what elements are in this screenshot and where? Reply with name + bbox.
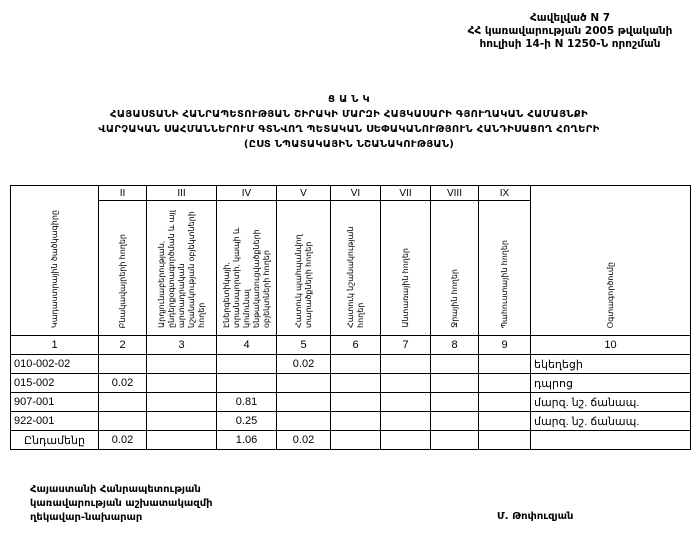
area-cell — [98, 411, 147, 431]
title-line: ՀԱՅԱՍՏԱՆԻ ՀԱՆՐԱՊԵՏՈՒԹՅԱՆ ՇԻՐԱԿԻ ՄԱՐԶԻ ՀԱ… — [110, 109, 588, 120]
area-cell: 0.02 — [98, 373, 147, 393]
area-cell — [146, 373, 217, 393]
table-row: 907-001 0.81 մարզ. նշ. ճանապ. — [10, 392, 691, 412]
column-header: Բնակավայրերի հողեր — [98, 200, 147, 336]
header-line: ՀՀ կառավարության 2005 թվականի — [467, 25, 673, 37]
roman-numeral: VI — [330, 185, 381, 201]
area-cell: 0.81 — [216, 392, 277, 412]
area-cell — [478, 392, 531, 412]
area-cell — [146, 430, 217, 450]
column-header: Պահուստային հողեր — [478, 200, 531, 336]
signatory-line: ղեկավար-նախարար — [30, 512, 143, 523]
area-cell — [478, 411, 531, 431]
column-header: Օգտագործումը — [530, 185, 691, 336]
area-cell — [430, 373, 479, 393]
land-table: Կադաստրային ծածկագիրը II III IV V VI VII VIII IX… — [10, 185, 691, 450]
signatory-title: Հայաստանի Հանրապետության կառավարության ա… — [30, 483, 213, 525]
area-cell: 0.02 — [276, 354, 331, 374]
column-number: 6 — [330, 335, 381, 355]
column-header: Ջրային հողեր — [430, 200, 479, 336]
area-cell — [146, 411, 217, 431]
area-cell — [430, 430, 479, 450]
area-cell: 0.02 — [276, 430, 331, 450]
header-line: հուլիսի 14-ի N 1250-Ն որոշման — [479, 38, 661, 50]
title-line: (ԸՍՏ ՆՊԱՏԱԿԱՅԻՆ ՆՇԱՆԱԿՈՒԹՅԱՆ) — [243, 139, 455, 150]
area-cell — [98, 354, 147, 374]
signatory-line: Հայաստանի Հանրապետության — [30, 484, 201, 495]
column-header: Հատուկ նշանակության հողեր — [330, 200, 381, 336]
cadastral-code: 922-001 — [10, 411, 99, 431]
area-cell: 0.25 — [216, 411, 277, 431]
column-header: Էներգետիկայի, տրանսպորտի, կապի և կոմունա… — [216, 200, 277, 336]
area-cell — [430, 411, 479, 431]
area-cell — [478, 373, 531, 393]
column-number: 4 — [216, 335, 277, 355]
area-cell — [330, 430, 381, 450]
area-cell: 1.06 — [216, 430, 277, 450]
land-use: մարզ. նշ. ճանապ. — [530, 411, 691, 431]
signatory-line: կառավարության աշխատակազմի — [30, 498, 213, 509]
table-row: 015-002 0.02 դպրոց — [10, 373, 691, 393]
roman-numeral: IV — [216, 185, 277, 201]
area-cell — [330, 392, 381, 412]
area-cell — [276, 373, 331, 393]
area-cell — [146, 392, 217, 412]
appendix-header: Հավելված N 7 ՀՀ կառավարության 2005 թվակա… — [455, 12, 685, 51]
area-cell — [380, 411, 431, 431]
land-use: մարզ. նշ. ճանապ. — [530, 392, 691, 412]
cadastral-code: 015-002 — [10, 373, 99, 393]
area-cell — [380, 392, 431, 412]
roman-numeral: IX — [478, 185, 531, 201]
table-row: Ընդամենը 0.02 1.06 0.02 — [10, 430, 691, 450]
land-use: եկեղեցի — [530, 354, 691, 374]
roman-numeral: VIII — [430, 185, 479, 201]
area-cell — [146, 354, 217, 374]
column-number: 8 — [430, 335, 479, 355]
area-cell — [98, 392, 147, 412]
title-line: ՎԱՐՉԱԿԱՆ ՍԱՀՄԱՆՆԵՐՈՒՄ ԳՏՆՎՈՂ ՊԵՏԱԿԱՆ ՍԵՓ… — [98, 124, 600, 135]
area-cell — [216, 373, 277, 393]
column-number: 2 — [98, 335, 147, 355]
area-cell — [430, 354, 479, 374]
header-line: Հավելված N 7 — [529, 12, 611, 24]
roman-numeral: V — [276, 185, 331, 201]
column-header: Անտառային հողեր — [380, 200, 431, 336]
column-number: 1 — [10, 335, 99, 355]
cadastral-code: Ընդամենը — [10, 430, 99, 450]
column-header: Արդյունաբերության, ընդերքօգտագործման և ա… — [146, 200, 217, 336]
document-title: Ց Ա Ն Կ ՀԱՅԱՍՏԱՆԻ ՀԱՆՐԱՊԵՏՈՒԹՅԱՆ ՇԻՐԱԿԻ … — [0, 92, 698, 152]
signatory-name: Մ. Թոփուզյան — [497, 511, 574, 522]
column-number: 5 — [276, 335, 331, 355]
column-number: 7 — [380, 335, 431, 355]
area-cell — [380, 354, 431, 374]
column-number: 10 — [530, 335, 691, 355]
area-cell — [216, 354, 277, 374]
area-cell — [478, 354, 531, 374]
area-cell — [276, 411, 331, 431]
column-header: Կադաստրային ծածկագիրը — [10, 185, 99, 336]
roman-numeral: VII — [380, 185, 431, 201]
table-row: 010-002-02 0.02 եկեղեցի — [10, 354, 691, 374]
roman-numeral: II — [98, 185, 147, 201]
land-use: դպրոց — [530, 373, 691, 393]
area-cell — [276, 392, 331, 412]
area-cell: 0.02 — [98, 430, 147, 450]
column-number: 3 — [146, 335, 217, 355]
area-cell — [478, 430, 531, 450]
cadastral-code: 010-002-02 — [10, 354, 99, 374]
area-cell — [330, 411, 381, 431]
table-row: 922-001 0.25 մարզ. նշ. ճանապ. — [10, 411, 691, 431]
area-cell — [330, 373, 381, 393]
cadastral-code: 907-001 — [10, 392, 99, 412]
column-header: Հատուկ պահպանվող տարածքների հողեր — [276, 200, 331, 336]
roman-numeral: III — [146, 185, 217, 201]
area-cell — [330, 354, 381, 374]
title-line: Ց Ա Ն Կ — [328, 94, 370, 105]
area-cell — [430, 392, 479, 412]
area-cell — [380, 373, 431, 393]
area-cell — [380, 430, 431, 450]
land-use — [530, 430, 691, 450]
column-number: 9 — [478, 335, 531, 355]
